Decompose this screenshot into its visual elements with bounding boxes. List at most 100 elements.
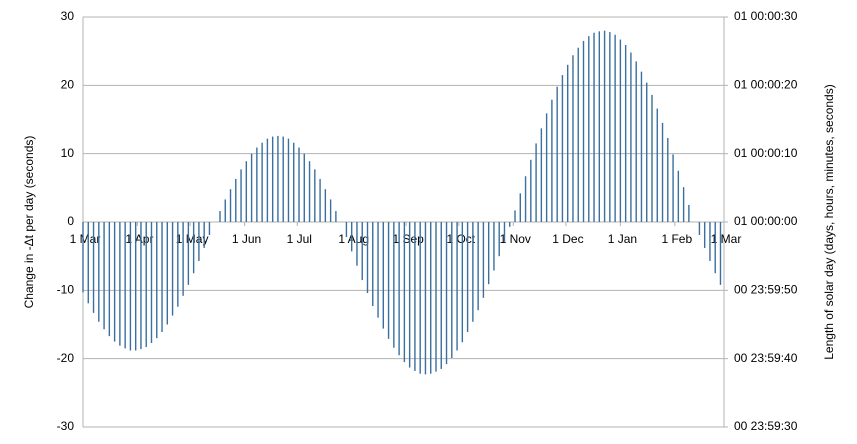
bar xyxy=(530,159,532,222)
bar xyxy=(345,222,348,238)
bar xyxy=(487,222,490,285)
bar xyxy=(361,222,363,281)
x-tick-label: 1 Jun xyxy=(232,232,261,246)
y2-tick-label: 00 23:59:30 xyxy=(734,419,798,433)
bar xyxy=(113,222,116,342)
bar xyxy=(624,45,627,223)
y2-tick-label: 00 23:59:50 xyxy=(734,283,798,297)
bar xyxy=(161,222,163,333)
y-tick-label: -30 xyxy=(57,419,75,433)
bar xyxy=(314,169,316,222)
bar xyxy=(308,161,311,222)
bar xyxy=(567,64,569,222)
bar xyxy=(445,222,448,365)
x-tick-label: 1 Sep xyxy=(392,232,424,246)
y2-tick-label: 01 00:00:10 xyxy=(734,146,798,160)
bar xyxy=(377,222,379,318)
bar xyxy=(177,222,179,307)
y2-tick-label: 01 00:00:30 xyxy=(734,9,798,23)
bar xyxy=(556,86,558,222)
bar xyxy=(430,222,432,374)
bar xyxy=(356,222,358,266)
bar xyxy=(124,222,126,349)
bar xyxy=(92,222,95,313)
bar xyxy=(329,199,332,222)
bar xyxy=(688,204,690,222)
bar xyxy=(182,222,184,296)
y2-tick-label: 01 00:00:00 xyxy=(734,214,798,228)
bar xyxy=(129,222,132,351)
bar xyxy=(145,222,147,348)
bar xyxy=(677,170,680,222)
bar xyxy=(198,222,200,261)
bar xyxy=(551,99,553,222)
bar xyxy=(335,211,337,222)
bar xyxy=(235,178,237,222)
x-tick-label: 1 Dec xyxy=(552,232,583,246)
bar xyxy=(440,222,442,369)
bar xyxy=(250,153,253,222)
x-tick-label: 1 Mar xyxy=(70,232,101,246)
bar xyxy=(503,222,506,242)
bar xyxy=(661,122,664,222)
bar xyxy=(266,138,269,222)
bar xyxy=(672,154,674,222)
bar xyxy=(424,222,427,375)
bar xyxy=(192,222,195,274)
bar xyxy=(572,55,574,223)
bar xyxy=(509,222,511,227)
x-tick-label: 1 Aug xyxy=(338,232,369,246)
x-tick-label: 1 Jul xyxy=(287,232,312,246)
y-tick-label: 20 xyxy=(61,78,75,92)
bar xyxy=(382,222,385,329)
bar xyxy=(372,222,374,307)
bar xyxy=(498,222,500,257)
bar xyxy=(103,222,105,330)
y-tick-label: -10 xyxy=(57,283,75,297)
bar xyxy=(398,222,400,356)
bar xyxy=(545,113,548,222)
bar xyxy=(256,147,258,222)
bar xyxy=(646,82,648,222)
bar xyxy=(403,222,406,363)
bar xyxy=(477,222,479,311)
bar xyxy=(451,222,453,358)
bar xyxy=(519,193,521,222)
x-tick-label: 1 Apr xyxy=(125,232,153,246)
x-tick-label: 1 Jan xyxy=(608,232,637,246)
y-tick-label: 10 xyxy=(61,146,75,160)
bar xyxy=(609,32,611,223)
bar xyxy=(619,39,622,222)
bar xyxy=(466,222,469,333)
x-tick-label: 1 Oct xyxy=(446,232,475,246)
bar xyxy=(603,30,606,222)
bar xyxy=(298,147,300,222)
bar xyxy=(324,189,327,222)
bar xyxy=(240,169,242,222)
bar xyxy=(577,47,579,222)
bar xyxy=(651,94,653,222)
bar xyxy=(208,222,211,235)
y2-tick-label: 01 00:00:20 xyxy=(734,78,798,92)
bar xyxy=(261,142,263,222)
bar xyxy=(203,222,205,248)
bar xyxy=(419,222,421,374)
bar xyxy=(350,222,353,252)
bar xyxy=(682,187,685,222)
bar xyxy=(714,222,716,274)
bar xyxy=(472,222,474,322)
bar xyxy=(229,189,232,222)
y-tick-label: -20 xyxy=(57,351,75,365)
bar xyxy=(271,136,274,222)
bar xyxy=(582,40,585,222)
bar xyxy=(150,222,153,343)
bar xyxy=(387,222,390,339)
bar xyxy=(224,199,226,222)
bar xyxy=(698,222,701,235)
x-tick-label: 1 May xyxy=(176,232,209,246)
y-tick-label: 30 xyxy=(61,9,75,23)
bar xyxy=(303,153,305,222)
bar xyxy=(219,211,221,222)
bar xyxy=(635,61,637,222)
